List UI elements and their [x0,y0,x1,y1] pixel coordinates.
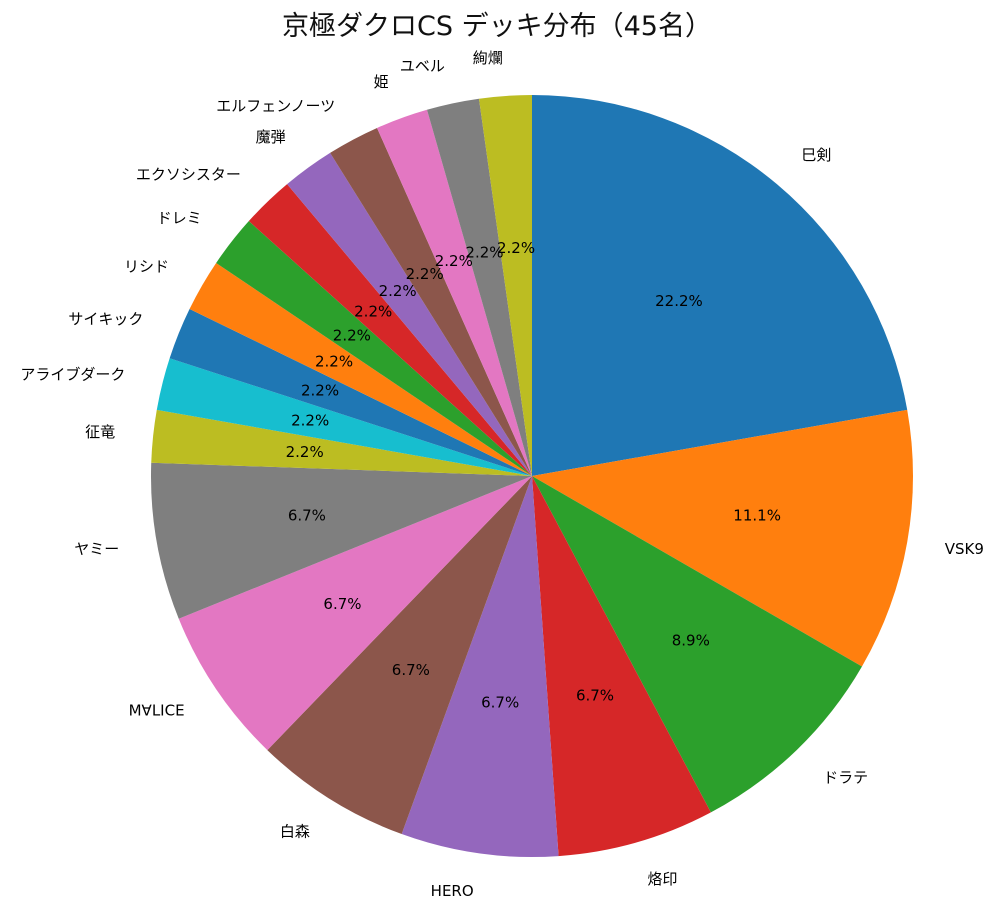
slice-category-label-5: 白森 [280,822,310,840]
slice-percent-label-18: 2.2% [497,239,535,257]
pie-slice-5 [267,476,532,835]
slice-percent-label-14: 2.2% [379,282,417,300]
pie-slice-9 [156,358,532,476]
slice-percent-label-11: 2.2% [315,353,353,371]
pie-slice-12 [216,221,532,476]
slice-percent-label-17: 2.2% [465,243,503,261]
slice-percent-label-1: 11.1% [733,507,781,525]
slice-percent-label-6: 6.7% [323,595,361,613]
pie-slice-8 [151,409,532,476]
pie-slice-0 [532,95,908,476]
pie-slice-6 [178,476,532,751]
pie-slice-16 [377,109,532,477]
percent-labels-group: 22.2%11.1%8.9%6.7%6.7%6.7%6.7%6.7%2.2%2.… [286,239,781,711]
slice-category-label-4: HERO [431,882,474,900]
slice-percent-label-16: 2.2% [435,252,473,270]
slice-category-label-13: エクソシスター [136,166,241,184]
pie-slice-10 [169,308,532,476]
slice-category-label-0: 巳剣 [801,146,831,164]
slice-percent-label-12: 2.2% [333,326,371,344]
slice-percent-label-15: 2.2% [406,265,444,283]
slice-percent-label-4: 6.7% [481,693,519,711]
pie-slice-7 [151,462,533,619]
slice-category-label-2: ドラテ [823,768,868,786]
slice-category-label-12: ドレミ [157,209,202,227]
chart-title: 京極ダクロCS デッキ分布（45名） [282,11,712,42]
slice-percent-label-5: 6.7% [392,661,430,679]
slice-category-label-6: M∀LICE [129,701,185,719]
pie-slice-14 [287,152,532,476]
pie-slice-2 [532,476,862,813]
slice-category-label-14: 魔弾 [256,128,286,146]
slice-percent-label-8: 2.2% [286,443,324,461]
slice-category-label-16: 姫 [374,73,389,91]
slice-percent-label-7: 6.7% [288,507,326,525]
slice-percent-label-10: 2.2% [301,381,339,399]
pie-slice-11 [189,262,533,476]
pie-slice-17 [426,98,532,477]
pie-slice-4 [401,476,559,857]
slice-category-label-11: リシド [124,257,169,275]
slice-category-label-15: エルフェンノーツ [216,97,335,115]
slice-category-label-9: アライブダーク [20,366,125,384]
slice-category-label-1: VSK9 [945,540,984,558]
pie-slice-1 [532,409,913,667]
slice-category-label-7: ヤミー [74,540,119,558]
pie-slice-3 [532,476,711,857]
slice-percent-label-2: 8.9% [672,631,710,649]
slice-category-label-8: 征竜 [85,423,115,441]
slice-category-label-18: 絢爛 [473,49,503,67]
pie-slice-13 [248,184,532,476]
slice-percent-label-0: 22.2% [655,292,703,310]
slices-group [151,95,913,857]
slice-percent-label-3: 6.7% [576,687,614,705]
pie-slice-18 [478,95,532,476]
slice-percent-label-13: 2.2% [354,303,392,321]
slice-percent-label-9: 2.2% [291,412,329,430]
slice-category-label-3: 烙印 [648,870,678,888]
slice-category-label-10: サイキック [68,310,143,328]
pie-slice-15 [330,127,532,476]
slice-category-label-17: ユベル [400,57,445,75]
